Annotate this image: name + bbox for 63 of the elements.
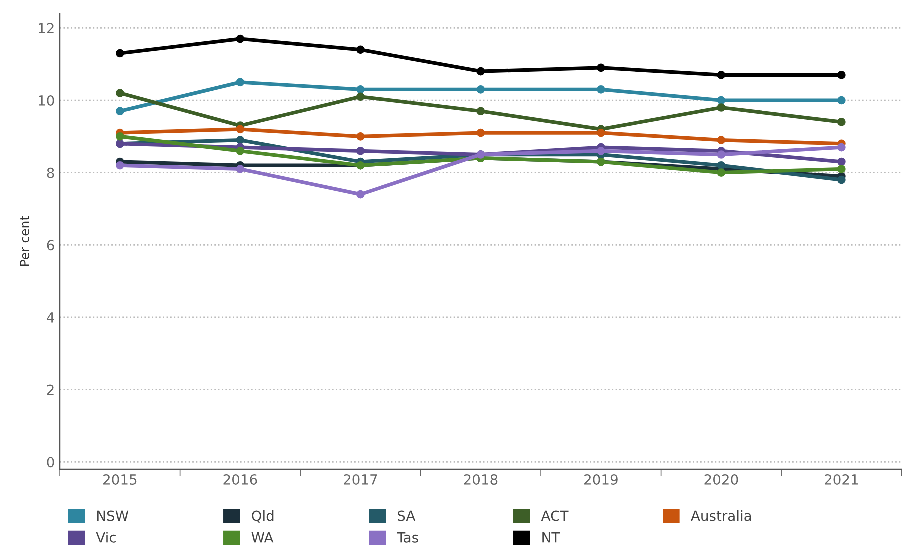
point (236, 125, 245, 134)
point (356, 46, 365, 54)
point (236, 146, 245, 156)
legend-label: SA (398, 510, 416, 522)
y-axis-title: Per cent (20, 216, 30, 266)
x-tick-label: 2020 (704, 474, 738, 486)
point (597, 86, 606, 94)
point (717, 71, 726, 80)
y-tick-label: 4 (47, 312, 54, 323)
point (236, 78, 245, 87)
legend-label: ACT (541, 510, 569, 522)
point (356, 146, 365, 156)
point (356, 132, 365, 141)
legend-label: Vic (96, 532, 116, 543)
point (838, 176, 846, 184)
x-tick-label: 2016 (224, 474, 258, 486)
point (838, 96, 846, 105)
point (597, 64, 606, 72)
point (838, 118, 846, 126)
point (476, 107, 486, 116)
point (236, 136, 245, 144)
point (476, 67, 486, 76)
point (476, 86, 486, 94)
y-tick-label: 12 (39, 23, 54, 34)
legend-label: WA (252, 532, 274, 543)
point (356, 92, 365, 102)
point (116, 107, 124, 116)
y-tick-label: 10 (39, 95, 54, 106)
point (116, 161, 124, 170)
point (116, 132, 124, 141)
point (597, 128, 606, 138)
legend-label: Tas (397, 532, 418, 543)
y-tick-label: 0 (47, 457, 54, 468)
point (356, 190, 365, 199)
y-tick-label: 2 (47, 384, 54, 396)
point (838, 165, 846, 174)
point (116, 89, 124, 98)
legend-label: NT (542, 532, 560, 543)
point (717, 104, 726, 112)
legend-label: Australia (691, 510, 752, 522)
point (236, 34, 245, 44)
point (717, 161, 726, 170)
point (236, 165, 245, 174)
point (597, 146, 606, 156)
point (717, 150, 726, 159)
point (838, 71, 846, 80)
x-tick-label: 2015 (104, 474, 137, 486)
point (717, 168, 726, 178)
point (116, 49, 124, 58)
legend-label: NSW (97, 510, 129, 522)
legend-label: Qld (252, 510, 274, 523)
x-tick-label: 2021 (825, 474, 858, 486)
point (717, 96, 726, 105)
point (476, 128, 486, 138)
x-tick-label: 2017 (344, 474, 378, 486)
point (356, 86, 365, 94)
point (717, 136, 726, 144)
x-tick-label: 2019 (584, 474, 618, 486)
y-tick-label: 8 (47, 168, 54, 178)
point (838, 158, 846, 166)
point (838, 143, 846, 152)
y-tick-label: 6 (47, 240, 54, 251)
x-tick-label: 2018 (464, 474, 498, 486)
